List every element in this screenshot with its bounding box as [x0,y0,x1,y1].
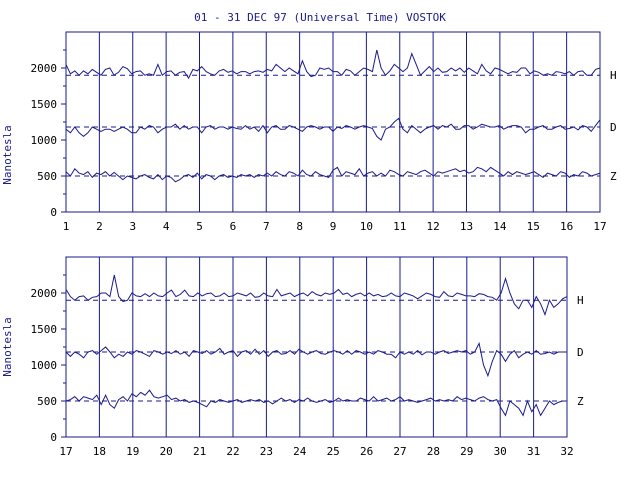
x-tick-label: 17 [593,220,606,233]
y-tick-label: 2000 [31,62,58,75]
y-tick-label: 500 [37,395,57,408]
y-tick-label: 500 [37,170,57,183]
x-tick-label: 19 [126,445,139,458]
x-tick-label: 22 [226,445,239,458]
x-tick-label: 15 [527,220,540,233]
x-tick-label: 27 [393,445,406,458]
x-tick-label: 13 [460,220,473,233]
series-label-d: D [610,121,617,134]
series-label-h: H [610,69,617,82]
y-tick-label: 0 [50,206,57,219]
x-tick-label: 5 [196,220,203,233]
series-line-d [65,341,567,378]
series-label-h: H [577,294,584,307]
x-tick-label: 28 [427,445,440,458]
series-line-z [65,389,567,417]
series-label-d: D [577,346,584,359]
y-tick-label: 0 [50,431,57,444]
series-label-z: Z [610,170,617,183]
chart-panel-bottom: 17 18 19 20 21 22 23 24 25 26 27 28 29 30 31 32 0 500 1000… [1,256,584,458]
y-tick-label: 1000 [31,134,58,147]
x-tick-label: 24 [293,445,307,458]
x-tick-label: 20 [160,445,173,458]
y-axis-label: Nanotesla [1,125,14,185]
y-tick-label: 1500 [31,323,58,336]
chart-panel-top: 1 2 3 4 5 6 7 8 9 10 11 12 13 14 15 16 17050010001500200… [1,31,617,233]
x-tick-label: 9 [330,220,337,233]
x-tick-label: 3 [129,220,136,233]
x-tick-label: 12 [427,220,440,233]
y-tick-label: 1500 [31,98,58,111]
plot-frame [65,256,568,438]
x-tick-label: 26 [360,445,373,458]
x-tick-label: 1 [63,220,70,233]
x-tick-label: 30 [494,445,507,458]
x-tick-label: 23 [260,445,273,458]
x-tick-label: 18 [93,445,106,458]
x-tick-label: 11 [393,220,406,233]
series-line-z [65,166,601,183]
x-tick-label: 4 [163,220,170,233]
x-tick-label: 10 [360,220,373,233]
y-tick-label: 1000 [31,359,58,372]
x-tick-label: 31 [527,445,540,458]
series-line-d [65,117,601,141]
y-tick-label: 2000 [31,287,58,300]
series-label-z: Z [577,395,584,408]
x-tick-label: 8 [296,220,303,233]
x-tick-label: 16 [560,220,573,233]
x-tick-label: 6 [230,220,237,233]
x-tick-label: 21 [193,445,206,458]
x-tick-label: 14 [493,220,507,233]
series-line-h [65,274,568,317]
x-tick-label: 25 [327,445,340,458]
x-tick-label: 32 [560,445,573,458]
y-axis-label: Nanotesla [1,317,14,377]
chart-title: 01 - 31 DEC 97 (Universal Time) VOSTOK [194,11,446,24]
x-tick-label: 29 [460,445,473,458]
x-tick-label: 2 [96,220,103,233]
x-tick-label: 17 [59,445,72,458]
x-tick-label: 7 [263,220,270,233]
series-line-h [65,49,601,80]
